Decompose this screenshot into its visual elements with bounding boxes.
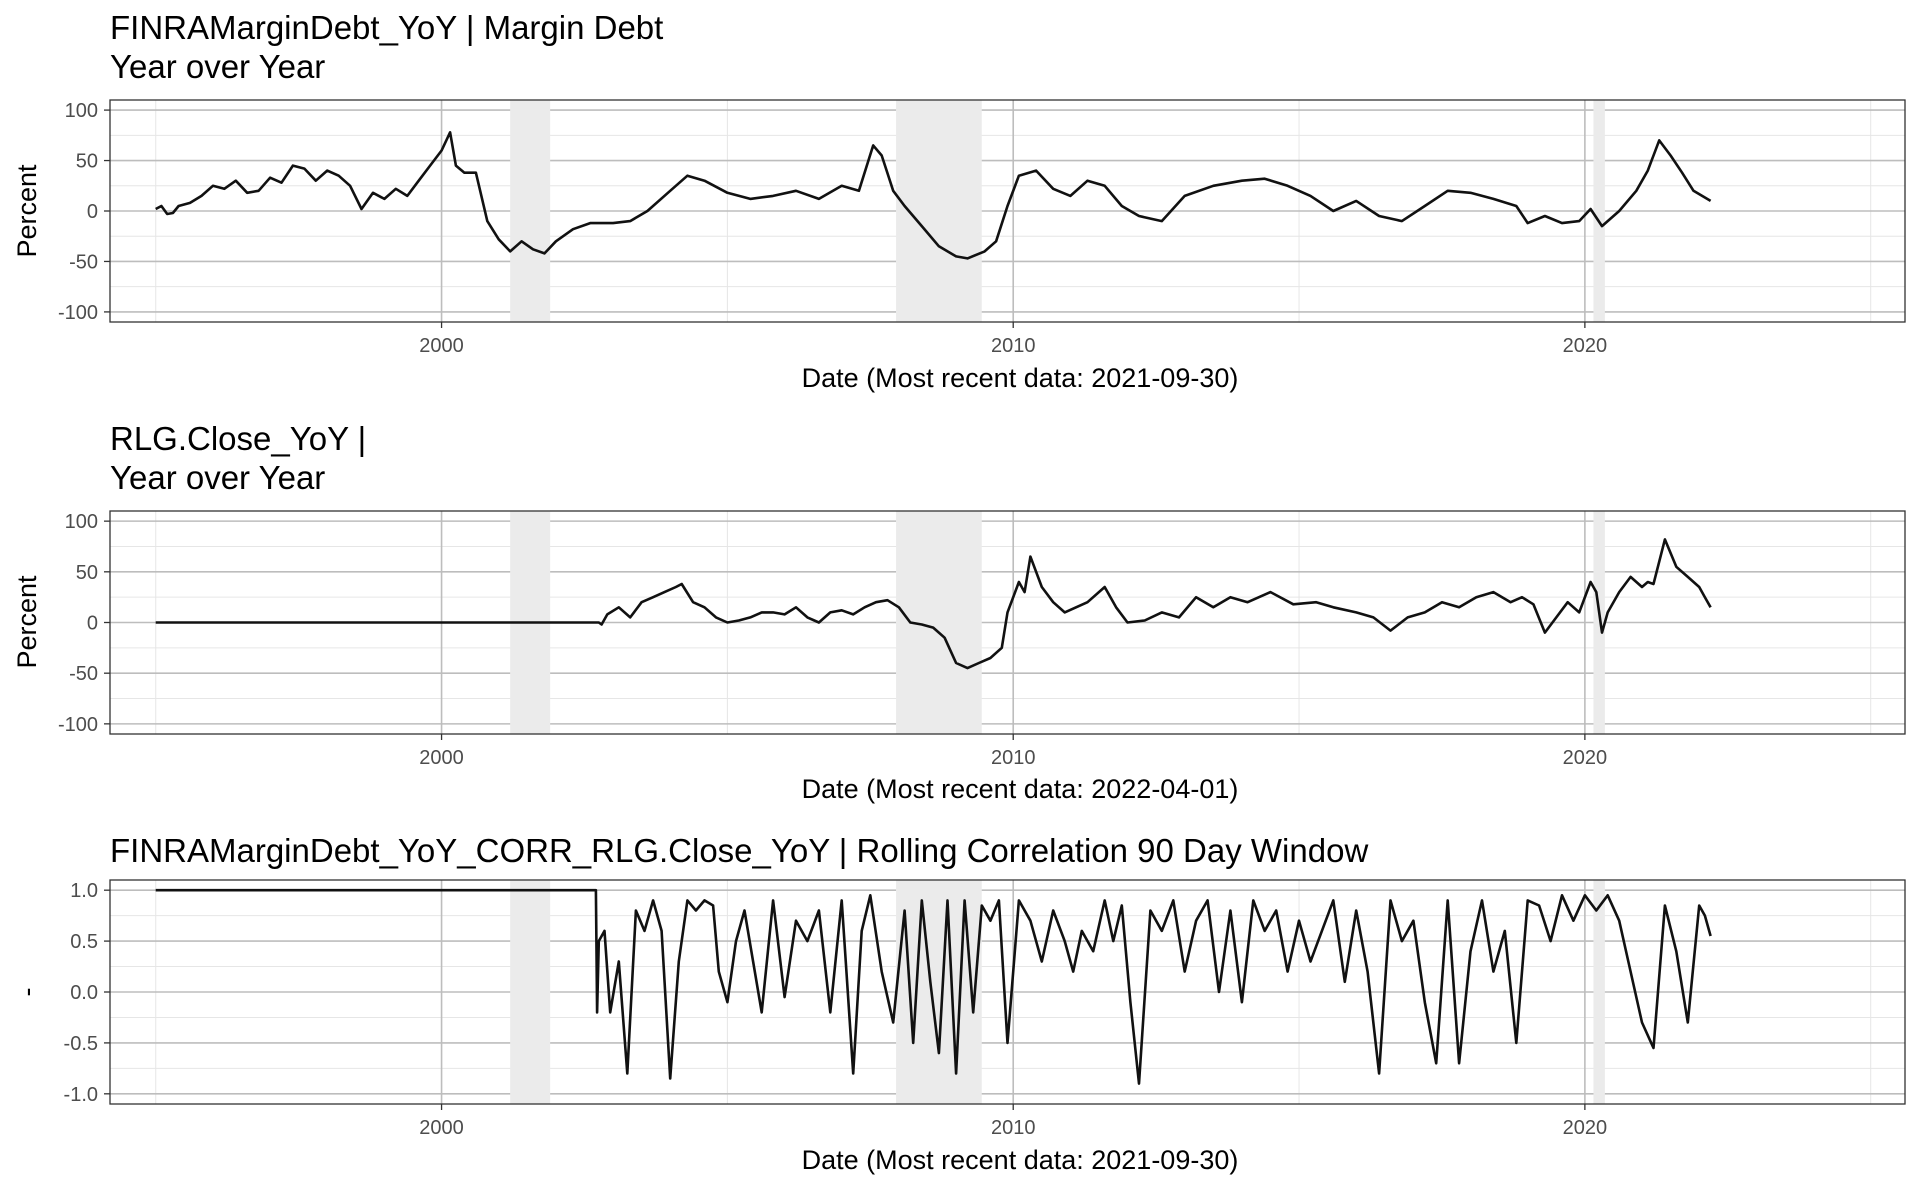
x-tick-label: 2020: [1563, 747, 1608, 769]
panel-3-x-axis-title: Date (Most recent data: 2021-09-30): [802, 1145, 1239, 1175]
x-tick-label: 2010: [991, 335, 1036, 357]
y-tick-label: -100: [58, 302, 98, 324]
x-tick-label: 2010: [991, 747, 1036, 769]
recession-band: [1593, 880, 1605, 1104]
panel-rlg-close: RLG.Close_YoY | Year over Year 100 50 0 -50…: [12, 420, 1906, 804]
panel-2-x-axis-title: Date (Most recent data: 2022-04-01): [802, 774, 1239, 804]
panel-1-y-axis-title: Percent: [12, 164, 42, 258]
y-tick-label: -1.0: [64, 1084, 98, 1106]
y-tick-label: 50: [76, 151, 98, 173]
x-tick-label: 2020: [1563, 335, 1608, 357]
y-tick-label: -0.5: [64, 1033, 98, 1055]
panel-3-plot-area: 1.0 0.5 0.0 -0.5 -1.0 2000 2010 2020: [64, 879, 1906, 1139]
y-tick-label: 0: [87, 201, 98, 223]
panel-1-plot-area: 100 50 0 -50 -100 2000 2010 2020: [58, 99, 1906, 357]
panel-2-plot-area: 100 50 0 -50 -100 2000 2010 2020: [58, 510, 1906, 769]
y-tick-label: -50: [69, 663, 98, 685]
x-tick-label: 2000: [419, 747, 464, 769]
recession-band: [1593, 511, 1605, 734]
y-tick-label: 0.5: [70, 931, 98, 953]
recession-band: [510, 880, 551, 1104]
series-line-RLG.Close_YoY: [155, 538, 1712, 670]
y-tick-label: 0: [87, 613, 98, 635]
y-tick-label: -100: [58, 714, 98, 736]
y-tick-label: -50: [69, 251, 98, 273]
y-tick-label: 100: [65, 511, 98, 533]
y-tick-label: 0.0: [70, 982, 98, 1004]
panel-1-title-line2: Year over Year: [110, 48, 325, 85]
panel-2-title-line1: RLG.Close_YoY |: [110, 420, 366, 457]
x-tick-label: 2000: [419, 335, 464, 357]
x-tick-label: 2020: [1563, 1117, 1608, 1139]
panel-3-y-axis-title: -: [12, 988, 42, 997]
y-tick-label: 100: [65, 100, 98, 122]
x-tick-label: 2010: [991, 1117, 1036, 1139]
series-line-FINRAMarginDebt_YoY_CORR_RLG.Close_YoY: [155, 888, 1712, 1085]
recession-band: [510, 100, 551, 322]
y-tick-label: 1.0: [70, 880, 98, 902]
recession-band: [1593, 100, 1605, 322]
x-tick-label: 2000: [419, 1117, 464, 1139]
panel-3-title-line1: FINRAMarginDebt_YoY_CORR_RLG.Close_YoY |…: [110, 832, 1368, 869]
panel-1-x-axis-title: Date (Most recent data: 2021-09-30): [802, 363, 1239, 393]
panel-1-title-line1: FINRAMarginDebt_YoY | Margin Debt: [110, 9, 663, 46]
y-tick-label: 50: [76, 562, 98, 584]
panel-margin-debt: FINRAMarginDebt_YoY | Margin Debt Year o…: [12, 9, 1906, 393]
panel-rolling-correlation: FINRAMarginDebt_YoY_CORR_RLG.Close_YoY |…: [12, 832, 1906, 1175]
series-line-FINRAMarginDebt_YoY: [155, 131, 1712, 260]
panel-2-title-line2: Year over Year: [110, 459, 325, 496]
panel-2-y-axis-title: Percent: [12, 575, 42, 669]
